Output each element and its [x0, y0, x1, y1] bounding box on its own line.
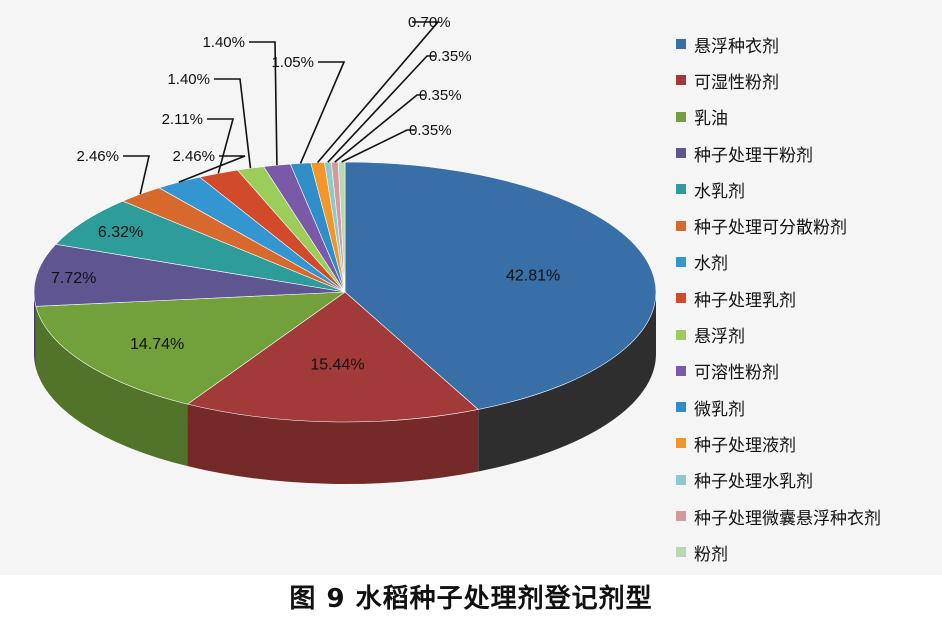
- pie-side-4: [34, 292, 36, 369]
- legend-swatch: [676, 329, 686, 340]
- legend-label: 可湿性粉剂: [694, 72, 779, 93]
- legend-label: 种子处理可分散粉剂: [694, 218, 847, 239]
- pie-slice-5: [55, 200, 346, 293]
- data-label-2: 15.44%: [310, 356, 364, 373]
- data-label-11: 1.05%: [271, 54, 314, 71]
- pie-slice-4: [33, 243, 346, 307]
- legend-item: 可湿性粉剂: [676, 62, 938, 98]
- legend-label: 水乳剂: [694, 181, 745, 202]
- leader-line-6: [123, 155, 151, 195]
- legend-swatch: [676, 511, 686, 521]
- legend-swatch: [676, 184, 686, 195]
- legend-item: 种子处理干粉剂: [676, 135, 938, 171]
- legend-label: 种子处理水乳剂: [694, 472, 813, 493]
- legend-swatch: [676, 365, 686, 376]
- pie-slices: [33, 161, 657, 423]
- pie-slice-15: [337, 161, 346, 293]
- legend-item: 种子处理可分散粉剂: [676, 207, 938, 243]
- legend-item: 水乳剂: [676, 171, 938, 207]
- legend-swatch: [676, 547, 686, 558]
- legend-swatch: [676, 256, 686, 267]
- data-label-13: 0.35%: [429, 48, 472, 65]
- data-label-12: 0.70%: [408, 14, 451, 31]
- legend-swatch: [676, 75, 686, 86]
- legend-label: 粉剂: [694, 544, 728, 565]
- legend-item: 悬浮剂: [676, 316, 938, 352]
- legend-swatch: [676, 220, 686, 231]
- legend-item: 种子处理液剂: [676, 425, 938, 461]
- legend-label: 种子处理微囊悬浮种衣剂: [694, 508, 881, 529]
- data-label-9: 1.40%: [167, 71, 210, 88]
- legend-item: 种子处理微囊悬浮种衣剂: [676, 498, 938, 534]
- data-label-3: 14.74%: [130, 336, 184, 353]
- legend-label: 水剂: [694, 254, 728, 275]
- legend-item: 粉剂: [676, 534, 938, 570]
- legend-swatch: [676, 402, 686, 413]
- legend-swatch: [676, 293, 686, 304]
- legend-label: 悬浮种衣剂: [694, 36, 779, 57]
- leader-line-8: [207, 118, 235, 174]
- leader-line-7: [178, 155, 246, 183]
- data-label-4: 7.72%: [51, 270, 96, 287]
- figure-caption: 图 9 水稻种子处理剂登记剂型: [289, 584, 653, 614]
- data-label-14: 0.35%: [419, 87, 462, 104]
- pie-chart: 42.81% 15.44% 14.74% 7.72% 6.32% 2.46% 2.46% 2.…: [33, 14, 657, 484]
- legend-item: 微乳剂: [676, 389, 938, 425]
- legend-item: 悬浮种衣剂: [676, 26, 938, 62]
- legend-swatch: [676, 474, 686, 485]
- data-label-15: 0.35%: [409, 122, 452, 139]
- data-label-7: 2.46%: [172, 148, 215, 165]
- leader-line-9: [214, 78, 252, 169]
- legend-item: 种子处理水乳剂: [676, 462, 938, 498]
- legend-item: 可溶性粉剂: [676, 353, 938, 389]
- legend-swatch: [676, 111, 686, 122]
- leader-line-13: [327, 55, 435, 163]
- pie-side-walls: [34, 292, 656, 484]
- leader-line-10: [249, 41, 278, 166]
- pie-slice-2: [186, 291, 479, 423]
- leader-line-11: [299, 61, 346, 164]
- pie-slice-3: [35, 291, 347, 405]
- pie-slice-1: [344, 161, 657, 410]
- legend-swatch: [676, 148, 686, 159]
- legend-label: 微乳剂: [694, 399, 745, 420]
- legend-swatch: [676, 39, 686, 50]
- pie-data-labels: 42.81% 15.44% 14.74% 7.72% 6.32% 2.46% 2.46% 2.…: [51, 14, 560, 373]
- legend-label: 种子处理乳剂: [694, 290, 796, 311]
- leader-line-12: [316, 21, 440, 164]
- legend-label: 种子处理干粉剂: [694, 145, 813, 166]
- legend-label: 悬浮剂: [694, 327, 745, 348]
- chart-legend: 悬浮种衣剂可湿性粉剂乳油种子处理干粉剂 水乳剂种子处理可分散粉剂 水剂种子处理乳剂悬…: [676, 26, 938, 570]
- legend-label: 可溶性粉剂: [694, 363, 779, 384]
- data-label-1: 42.81%: [506, 267, 560, 284]
- data-label-8: 2.11%: [162, 111, 203, 128]
- pie-side-2: [187, 404, 479, 484]
- data-label-10: 1.40%: [202, 34, 245, 51]
- data-label-5: 6.32%: [98, 224, 143, 241]
- legend-item: 种子处理乳剂: [676, 280, 938, 316]
- leader-line-14: [334, 94, 425, 163]
- legend-label: 种子处理液剂: [694, 435, 796, 456]
- legend-item: 水剂: [676, 244, 938, 280]
- leader-line-15: [341, 129, 415, 163]
- pie-side-1: [478, 292, 656, 472]
- pie-side-3: [35, 306, 188, 467]
- legend-item: 乳油: [676, 99, 938, 135]
- legend-swatch: [676, 438, 686, 449]
- legend-label: 乳油: [694, 109, 728, 130]
- data-label-6: 2.46%: [76, 148, 119, 165]
